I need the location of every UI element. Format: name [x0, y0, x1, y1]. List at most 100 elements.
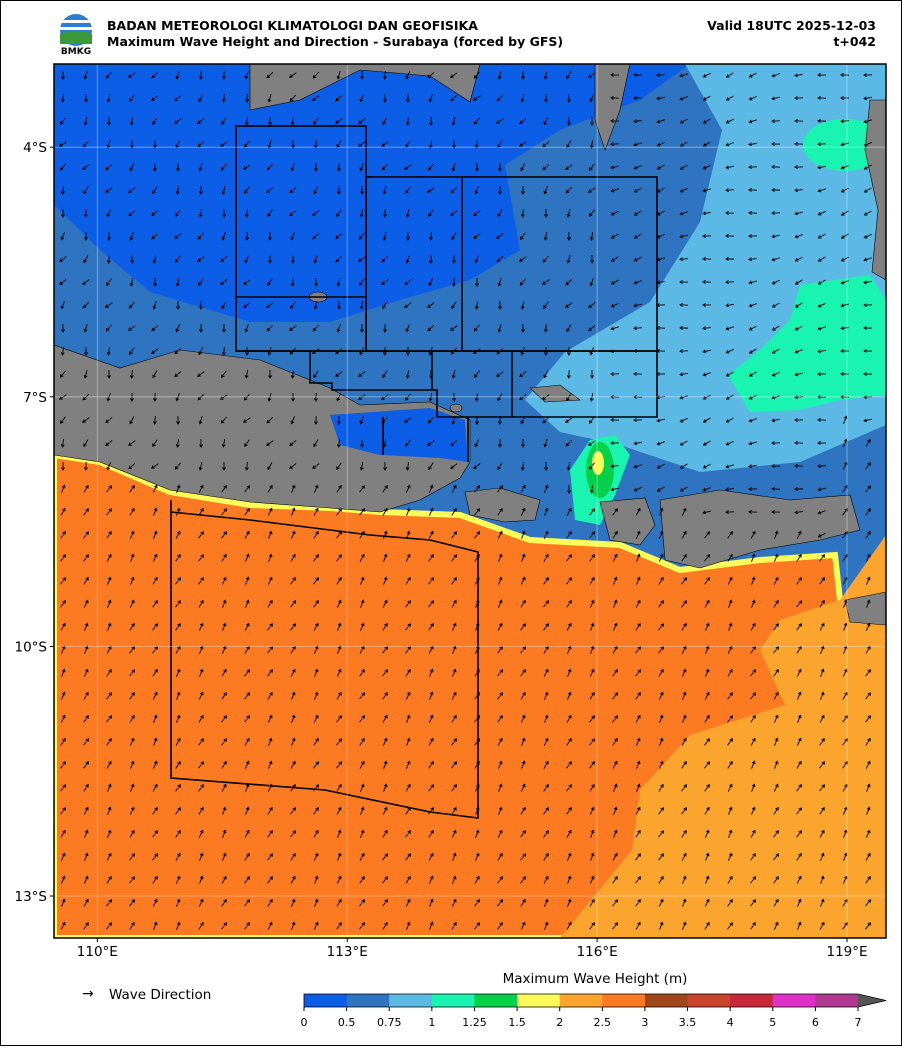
- wave-arrow: [60, 761, 66, 769]
- wave-arrow: [243, 302, 251, 309]
- wave-arrow: [106, 278, 112, 286]
- wave-arrow: [794, 349, 803, 354]
- wave-arrow: [336, 738, 343, 746]
- wave-arrow: [656, 303, 666, 307]
- wave-arrow: [497, 622, 503, 631]
- wave-arrow: [589, 278, 594, 287]
- wave-arrow: [748, 487, 758, 491]
- wave-arrow: [771, 119, 781, 124]
- wave-arrow: [359, 163, 364, 172]
- wave-arrow: [817, 188, 826, 193]
- wave-arrow: [359, 692, 366, 700]
- wave-arrow: [290, 668, 296, 677]
- wave-arrow: [84, 231, 88, 241]
- wave-arrow: [750, 714, 756, 723]
- wave-arrow: [451, 277, 456, 287]
- wave-arrow: [794, 418, 804, 422]
- wave-arrow: [817, 233, 826, 239]
- colorbar-tick-label: 3.5: [679, 1016, 697, 1029]
- wave-arrow: [610, 349, 620, 354]
- wave-arrow: [840, 210, 849, 216]
- wave-arrow: [520, 623, 526, 631]
- wave-arrow: [633, 464, 642, 469]
- wave-arrow: [152, 301, 157, 310]
- wave-arrow: [405, 461, 410, 471]
- wave-arrow: [725, 257, 735, 261]
- wave-arrow: [473, 117, 480, 125]
- wave-arrow: [59, 279, 67, 286]
- wave-arrow: [794, 464, 804, 468]
- wave-arrow: [83, 691, 89, 700]
- wave-arrow: [152, 600, 158, 608]
- wave-arrow: [129, 94, 135, 102]
- wave-arrow: [727, 738, 733, 746]
- wave-arrow: [176, 163, 180, 172]
- wave-arrow: [794, 279, 803, 285]
- wave-arrow: [612, 645, 618, 654]
- wave-arrow: [152, 875, 158, 884]
- grid: [54, 64, 886, 938]
- wave-arrow: [267, 254, 272, 264]
- wave-arrow: [336, 922, 342, 930]
- wave-arrow: [268, 553, 273, 562]
- wave-arrow: [566, 599, 572, 608]
- wave-arrow: [750, 530, 756, 539]
- wave-arrow: [60, 438, 65, 448]
- wave-arrow: [702, 118, 711, 124]
- wave-arrow: [520, 484, 526, 493]
- wave-arrow: [60, 416, 66, 424]
- wave-arrow: [613, 576, 618, 585]
- wave-arrow: [725, 72, 734, 78]
- wave-arrow: [244, 530, 250, 539]
- higher-wave-area: [560, 535, 886, 938]
- wave-arrow: [61, 898, 66, 907]
- wave-arrow: [405, 875, 411, 884]
- wave-arrow: [151, 348, 159, 354]
- wave-arrow: [748, 119, 757, 124]
- wave-arrow: [497, 899, 504, 907]
- wave-arrow: [748, 303, 757, 308]
- colorbar-tick-label: 1: [428, 1016, 435, 1029]
- wave-arrow: [474, 439, 480, 448]
- wave-arrow: [843, 645, 848, 654]
- wave-arrow: [383, 461, 387, 471]
- wave-arrow: [610, 279, 619, 285]
- wave-arrow: [750, 599, 756, 608]
- wave-arrow: [704, 784, 710, 792]
- wave-arrow: [544, 921, 549, 930]
- wave-arrow: [474, 668, 480, 677]
- wave-arrow: [245, 599, 250, 608]
- wave-arrow: [842, 761, 848, 769]
- wave-arrow: [817, 256, 826, 262]
- wave-arrow: [359, 875, 365, 884]
- wave-arrow: [336, 324, 341, 333]
- wave-arrow: [428, 392, 433, 402]
- wave-arrow: [543, 737, 549, 746]
- wave-arrow: [520, 806, 526, 815]
- wave-arrow: [175, 622, 181, 631]
- wave-arrow: [702, 95, 711, 101]
- wave-arrow: [543, 530, 549, 539]
- wave-arrow: [656, 326, 666, 330]
- wave-arrow: [702, 211, 712, 216]
- wave-arrow: [129, 692, 135, 700]
- wave-arrow: [173, 233, 182, 239]
- wave-arrow: [658, 760, 664, 769]
- wave-arrow: [222, 323, 226, 333]
- wave-arrow: [83, 875, 89, 884]
- wave-arrow: [679, 118, 688, 124]
- wave-arrow: [773, 806, 779, 815]
- wave-arrow: [865, 715, 871, 723]
- wave-arrow: [406, 507, 411, 516]
- wave-arrow: [313, 186, 319, 195]
- wave-arrow: [475, 415, 479, 425]
- wave-arrow: [727, 875, 733, 884]
- wave-arrow: [750, 852, 756, 861]
- wave-arrow: [267, 462, 273, 471]
- wave-arrow: [612, 737, 618, 746]
- wave-arrow: [543, 668, 549, 677]
- wave-arrow: [220, 279, 228, 285]
- wave-arrow: [520, 876, 526, 884]
- wave-arrow: [633, 418, 643, 423]
- wave-arrow: [635, 530, 641, 539]
